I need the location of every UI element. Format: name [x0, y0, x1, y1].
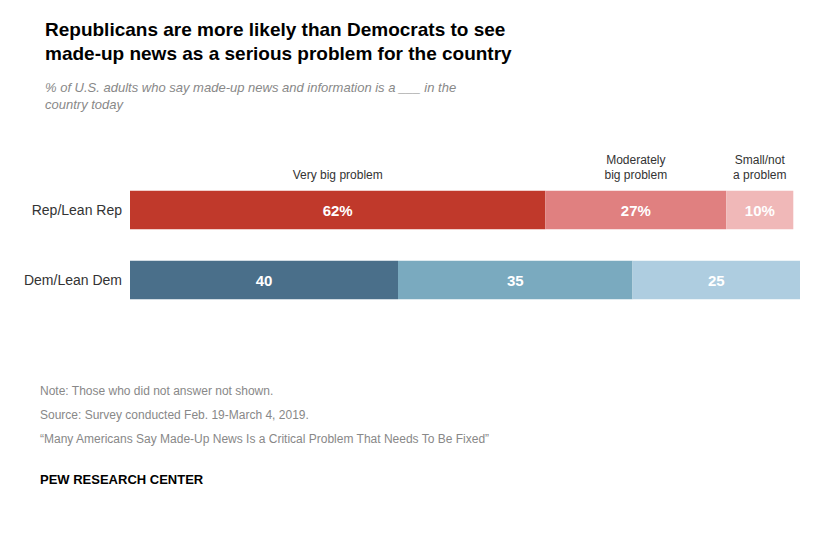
svg-text:25: 25: [708, 272, 725, 289]
svg-text:40: 40: [256, 272, 273, 289]
svg-text:% of U.S. adults who say made-: % of U.S. adults who say made-up news an…: [45, 80, 456, 95]
svg-text:Moderately: Moderately: [606, 153, 665, 167]
svg-text:35: 35: [507, 272, 524, 289]
svg-text:PEW RESEARCH CENTER: PEW RESEARCH CENTER: [40, 472, 204, 487]
svg-text:Note: Those who did not answer: Note: Those who did not answer not shown…: [40, 384, 273, 398]
svg-text:big problem: big problem: [604, 168, 667, 182]
svg-text:made-up news as a serious prob: made-up news as a serious problem for th…: [45, 43, 512, 64]
svg-text:Small/not: Small/not: [735, 153, 786, 167]
svg-text:Source: Survey conducted Feb.: Source: Survey conducted Feb. 19-March 4…: [40, 408, 309, 422]
svg-text:Dem/Lean Dem: Dem/Lean Dem: [24, 272, 122, 288]
svg-text:country today: country today: [45, 97, 125, 112]
svg-text:10%: 10%: [745, 202, 775, 219]
svg-text:Republicans are more likely th: Republicans are more likely than Democra…: [45, 19, 505, 40]
svg-text:Rep/Lean Rep: Rep/Lean Rep: [32, 202, 123, 218]
svg-text:“Many Americans Say Made-Up Ne: “Many Americans Say Made-Up News Is a Cr…: [40, 432, 489, 446]
svg-text:a problem: a problem: [733, 168, 786, 182]
svg-text:62%: 62%: [323, 202, 353, 219]
svg-text:27%: 27%: [621, 202, 651, 219]
svg-text:Very big problem: Very big problem: [293, 168, 383, 182]
